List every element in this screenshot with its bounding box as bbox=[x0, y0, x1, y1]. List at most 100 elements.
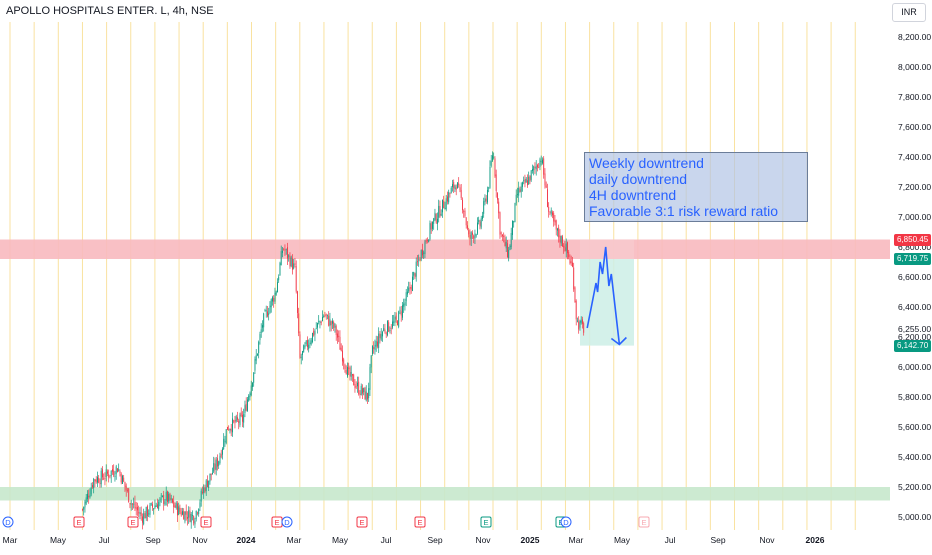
earnings-marker[interactable]: E bbox=[414, 516, 426, 528]
candle-body bbox=[430, 223, 432, 230]
candle-body bbox=[307, 340, 308, 348]
candle-body bbox=[347, 367, 348, 377]
candle-body bbox=[564, 247, 566, 252]
event-marker-letter: E bbox=[130, 518, 135, 527]
candle-body bbox=[222, 448, 223, 455]
candle-body bbox=[258, 341, 260, 354]
earnings-marker[interactable]: E bbox=[480, 516, 492, 528]
x-tick-label: Mar bbox=[3, 535, 18, 545]
short-position-target-zone[interactable] bbox=[580, 259, 634, 346]
x-tick-label: May bbox=[50, 535, 67, 545]
earnings-marker[interactable]: E bbox=[638, 516, 650, 528]
candle-body bbox=[428, 239, 430, 243]
candle-body bbox=[474, 233, 476, 239]
x-tick-label: Nov bbox=[475, 535, 491, 545]
candle-body bbox=[292, 258, 293, 270]
candle-body bbox=[448, 191, 450, 203]
candle-body bbox=[488, 187, 490, 189]
candle-body bbox=[494, 158, 496, 177]
dividend-marker[interactable]: D bbox=[2, 516, 14, 528]
candle-body bbox=[565, 243, 567, 251]
candle-body bbox=[254, 359, 256, 371]
candle-body bbox=[330, 321, 332, 326]
candle-body bbox=[400, 311, 402, 316]
earnings-marker[interactable]: E bbox=[73, 516, 85, 528]
candle-body bbox=[537, 164, 538, 168]
candle-body bbox=[293, 263, 295, 269]
dividend-marker[interactable]: D bbox=[281, 516, 293, 528]
annotation-line-4: Favorable 3:1 risk reward ratio bbox=[589, 203, 779, 219]
candle-body bbox=[418, 259, 420, 261]
candle-body bbox=[357, 382, 358, 387]
candle-body bbox=[478, 219, 480, 222]
candle-body bbox=[113, 470, 115, 476]
candle-body bbox=[288, 255, 290, 257]
candle-body bbox=[247, 399, 248, 411]
candle-body bbox=[257, 353, 258, 356]
earnings-marker[interactable]: E bbox=[271, 516, 283, 528]
x-tick-label: 2024 bbox=[237, 535, 256, 545]
support-zone[interactable] bbox=[0, 487, 890, 501]
candle-body bbox=[345, 370, 347, 375]
candle-body bbox=[133, 503, 135, 505]
candle-body bbox=[524, 179, 526, 184]
candle-body bbox=[194, 521, 196, 525]
candle-body bbox=[334, 323, 336, 328]
earnings-marker[interactable]: E bbox=[200, 516, 212, 528]
candle-body bbox=[562, 236, 563, 247]
dividend-marker[interactable]: D bbox=[560, 516, 572, 528]
candle-body bbox=[414, 273, 416, 278]
earnings-marker[interactable]: E bbox=[127, 516, 139, 528]
candle-body bbox=[318, 321, 320, 323]
candle-body bbox=[165, 491, 167, 501]
candle-body bbox=[234, 419, 236, 424]
candle-body bbox=[265, 310, 267, 312]
candle-body bbox=[135, 507, 137, 510]
candle-body bbox=[475, 234, 477, 236]
candle-body bbox=[230, 428, 232, 432]
candle-body bbox=[503, 235, 505, 238]
candle-body bbox=[142, 516, 143, 523]
candle-body bbox=[335, 326, 337, 335]
symbol-title[interactable]: APOLLO HOSPITALS ENTER. L, 4h, NSE bbox=[6, 5, 214, 17]
candle-body bbox=[567, 242, 568, 254]
candle-body bbox=[332, 320, 333, 324]
candle-body bbox=[169, 493, 171, 501]
x-tick-label: Nov bbox=[759, 535, 775, 545]
event-marker-letter: E bbox=[359, 518, 364, 527]
y-tick-label: 6,800.00 bbox=[898, 242, 931, 252]
candle-body bbox=[558, 227, 560, 238]
candle-body bbox=[539, 159, 541, 168]
candle-body bbox=[349, 367, 351, 377]
candle-body bbox=[384, 329, 386, 332]
candle-body bbox=[93, 478, 95, 489]
candle-body bbox=[530, 170, 532, 180]
earnings-marker[interactable]: E bbox=[356, 516, 368, 528]
candle-body bbox=[549, 211, 551, 213]
candle-body bbox=[460, 189, 462, 198]
candle-body bbox=[275, 291, 277, 295]
candle-body bbox=[542, 159, 543, 164]
currency-selector[interactable]: INR bbox=[892, 3, 926, 22]
candle-body bbox=[538, 167, 540, 168]
candle-body bbox=[259, 334, 261, 341]
short-position-stop-zone[interactable] bbox=[580, 239, 634, 260]
event-marker-letter: E bbox=[417, 518, 422, 527]
candle-body bbox=[328, 315, 330, 326]
projection-path[interactable] bbox=[586, 246, 621, 345]
resistance-zone[interactable] bbox=[0, 239, 890, 260]
candle-body bbox=[190, 514, 192, 523]
candle-body bbox=[464, 210, 466, 217]
candle-body bbox=[223, 438, 225, 450]
event-marker-letter: D bbox=[5, 518, 11, 527]
candle-body bbox=[574, 287, 576, 303]
candle-body bbox=[303, 345, 305, 353]
annotation-textbox[interactable]: Weekly downtrend daily downtrend 4H down… bbox=[584, 152, 808, 222]
candle-body bbox=[197, 512, 198, 514]
candle-body bbox=[145, 506, 147, 519]
candle-body bbox=[160, 495, 162, 497]
candle-body bbox=[314, 330, 316, 335]
candle-body bbox=[569, 258, 571, 264]
